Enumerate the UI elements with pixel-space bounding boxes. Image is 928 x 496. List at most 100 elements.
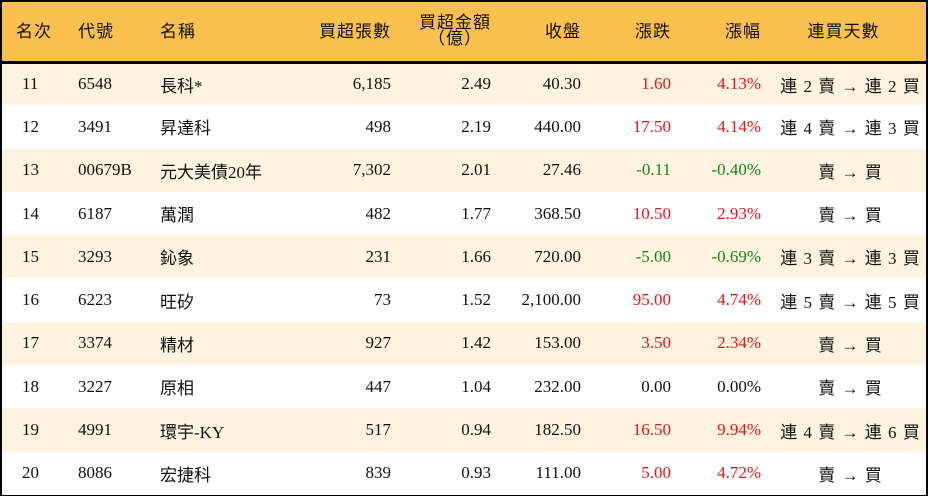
cell-net-buy-amount: 2.01 — [461, 160, 491, 180]
cell-change: -5.00 — [635, 246, 671, 266]
cell-streak: 連 3 賣 → 連 3 買 — [780, 249, 921, 269]
cell-change-pct: 4.14% — [717, 116, 761, 136]
cell-close: 111.00 — [535, 463, 582, 483]
cell-close: 2,100.00 — [521, 290, 582, 310]
cell-change-pct: 4.74% — [717, 290, 761, 310]
cell-name: 萬潤 — [160, 206, 194, 226]
cell-change: 16.50 — [632, 420, 671, 440]
cell-close: 232.00 — [534, 376, 581, 396]
cell-rank: 17 — [22, 333, 39, 353]
header-net-buy-amount-label: 買超金額 （億） — [419, 13, 491, 47]
table-row[interactable]: 16 6223 旺矽 73 1.52 2,100.00 95.00 4.74% 連 5 賣 → … — [2, 278, 926, 322]
table-row[interactable]: 18 3227 原相 447 1.04 232.00 0.00 0.00% 賣 → 買 — [2, 365, 926, 409]
header-close: 收盤 — [491, 2, 581, 64]
cell-name: 宏捷科 — [160, 465, 211, 485]
cell-close: 720.00 — [534, 246, 581, 266]
table-row[interactable]: 17 3374 精材 927 1.42 153.00 3.50 2.34% 賣 → 買 — [2, 321, 926, 366]
cell-change-pct: 2.34% — [717, 333, 761, 353]
cell-net-buy-volume: 839 — [365, 463, 392, 483]
cell-change: 3.50 — [641, 333, 671, 353]
cell-streak: 賣 → 買 — [818, 379, 883, 399]
cell-code: 3293 — [78, 246, 112, 266]
cell-rank: 18 — [22, 376, 39, 396]
cell-net-buy-amount: 0.94 — [461, 420, 491, 440]
cell-rank: 13 — [22, 160, 39, 180]
cell-streak: 連 5 賣 → 連 5 買 — [780, 292, 921, 312]
cell-net-buy-amount: 1.66 — [461, 246, 491, 266]
header-net-buy-amount: 買超金額 （億） — [391, 2, 491, 64]
cell-code: 6187 — [78, 203, 112, 223]
cell-change-pct: 2.93% — [717, 203, 761, 223]
cell-change: 0.00 — [641, 376, 671, 396]
cell-net-buy-amount: 1.77 — [461, 203, 491, 223]
cell-code: 3227 — [78, 376, 112, 396]
cell-code: 6548 — [78, 74, 112, 94]
header-row: 名次 代號 名稱 買超張數 買超金額 （億） 收盤 漲跌 漲幅 連買天數 — [2, 2, 926, 64]
cell-change: 95.00 — [632, 290, 671, 310]
cell-net-buy-amount: 1.52 — [461, 290, 491, 310]
cell-code: 3491 — [78, 116, 112, 136]
cell-close: 440.00 — [534, 116, 581, 136]
cell-streak: 連 2 賣 → 連 2 買 — [780, 76, 921, 96]
cell-change-pct: -0.40% — [711, 160, 761, 180]
cell-name: 環宇-KY — [160, 422, 225, 442]
cell-name: 昇達科 — [160, 119, 211, 139]
cell-streak: 賣 → 買 — [818, 162, 883, 182]
cell-net-buy-volume: 482 — [365, 203, 392, 223]
header-net-buy-amount-line1: 買超金額 — [419, 13, 491, 33]
cell-net-buy-volume: 6,185 — [352, 74, 391, 94]
cell-close: 40.30 — [542, 74, 581, 94]
table-row[interactable]: 19 4991 環宇-KY 517 0.94 182.50 16.50 9.94% 連 4 賣 … — [2, 408, 926, 452]
cell-net-buy-volume: 231 — [365, 246, 392, 266]
cell-streak: 賣 → 買 — [818, 206, 883, 226]
cell-rank: 15 — [22, 246, 39, 266]
cell-rank: 20 — [22, 463, 39, 483]
table-row[interactable]: 20 8086 宏捷科 839 0.93 111.00 5.00 4.72% 賣 → 買 — [2, 451, 926, 495]
cell-name: 旺矽 — [160, 292, 194, 312]
cell-change-pct: 0.00% — [717, 376, 761, 396]
cell-streak: 賣 → 買 — [818, 335, 883, 355]
cell-net-buy-amount: 2.19 — [461, 116, 491, 136]
cell-change: 10.50 — [632, 203, 671, 223]
header-rank: 名次 — [2, 2, 78, 64]
header-change: 漲跌 — [581, 2, 671, 64]
cell-change-pct: -0.69% — [711, 246, 761, 266]
cell-code: 8086 — [78, 463, 112, 483]
cell-code: 6223 — [78, 290, 112, 310]
cell-name: 鈊象 — [160, 249, 194, 269]
cell-close: 368.50 — [534, 203, 581, 223]
table-row[interactable]: 14 6187 萬潤 482 1.77 368.50 10.50 2.93% 賣 → 買 — [2, 191, 926, 236]
cell-streak: 賣 → 買 — [818, 465, 883, 485]
cell-rank: 14 — [22, 203, 39, 223]
cell-net-buy-amount: 2.49 — [461, 74, 491, 94]
cell-rank: 19 — [22, 420, 39, 440]
header-net-buy-volume: 買超張數 — [255, 2, 391, 64]
cell-name: 長科* — [160, 76, 203, 96]
table-row[interactable]: 12 3491 昇達科 498 2.19 440.00 17.50 4.14% 連 4 賣 → … — [2, 105, 926, 149]
cell-net-buy-volume: 517 — [365, 420, 392, 440]
table-row[interactable]: 13 00679B 元大美債20年 7,302 2.01 27.46 -0.11 -0.40%… — [2, 148, 926, 192]
cell-net-buy-volume: 7,302 — [352, 160, 391, 180]
cell-streak: 連 4 賣 → 連 3 買 — [780, 119, 921, 139]
table-row[interactable]: 15 3293 鈊象 231 1.66 720.00 -5.00 -0.69% 連 3 賣 → … — [2, 235, 926, 279]
cell-change: 5.00 — [641, 463, 671, 483]
cell-close: 153.00 — [534, 333, 581, 353]
cell-net-buy-amount: 1.42 — [461, 333, 491, 353]
header-change-pct: 漲幅 — [671, 2, 761, 64]
cell-close: 27.46 — [542, 160, 581, 180]
cell-change: 1.60 — [641, 74, 671, 94]
cell-net-buy-volume: 73 — [374, 290, 391, 310]
cell-code: 4991 — [78, 420, 112, 440]
cell-name: 原相 — [160, 379, 194, 399]
cell-net-buy-volume: 447 — [365, 376, 392, 396]
cell-code: 3374 — [78, 333, 112, 353]
cell-rank: 12 — [22, 116, 39, 136]
cell-streak: 連 4 賣 → 連 6 買 — [780, 422, 921, 442]
cell-rank: 11 — [22, 74, 39, 94]
cell-change-pct: 4.72% — [717, 463, 761, 483]
cell-net-buy-volume: 927 — [365, 333, 392, 353]
cell-rank: 16 — [22, 290, 39, 310]
table-row[interactable]: 11 6548 長科* 6,185 2.49 40.30 1.60 4.13% 連 2 賣 → … — [2, 62, 926, 106]
header-code: 代號 — [78, 2, 160, 64]
